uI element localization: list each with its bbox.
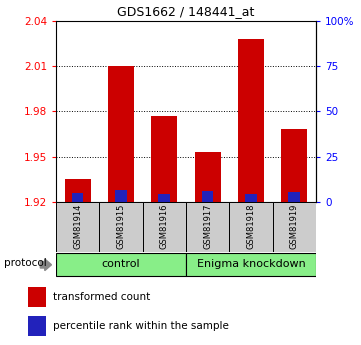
Text: control: control (102, 259, 140, 269)
Text: Enigma knockdown: Enigma knockdown (196, 259, 305, 269)
Text: transformed count: transformed count (53, 292, 150, 302)
Bar (28, 316, 46, 335)
Bar (99, 202, 143, 252)
Bar (202, 191, 213, 202)
Bar (28, 287, 46, 307)
Text: protocol: protocol (4, 258, 47, 268)
Bar (186, 202, 229, 252)
Text: GSM81915: GSM81915 (117, 203, 125, 248)
Bar (56, 253, 186, 276)
Text: percentile rank within the sample: percentile rank within the sample (53, 321, 229, 331)
Text: GSM81914: GSM81914 (73, 203, 82, 248)
Bar (72, 193, 83, 202)
Bar (115, 190, 127, 202)
Bar (158, 194, 170, 202)
Bar (238, 39, 264, 202)
Text: GSM81917: GSM81917 (203, 203, 212, 249)
Bar (229, 202, 273, 252)
Bar (65, 179, 91, 202)
Title: GDS1662 / 148441_at: GDS1662 / 148441_at (117, 5, 255, 18)
Bar (288, 192, 300, 202)
Bar (195, 152, 221, 202)
FancyArrow shape (40, 259, 52, 270)
Bar (56, 202, 99, 252)
Bar (143, 202, 186, 252)
Bar (245, 194, 257, 202)
Bar (281, 129, 307, 202)
Text: GSM81916: GSM81916 (160, 203, 169, 249)
Bar (186, 253, 316, 276)
Text: GSM81919: GSM81919 (290, 203, 299, 248)
Bar (151, 116, 177, 202)
Bar (273, 202, 316, 252)
Bar (108, 66, 134, 202)
Text: GSM81918: GSM81918 (247, 203, 255, 249)
